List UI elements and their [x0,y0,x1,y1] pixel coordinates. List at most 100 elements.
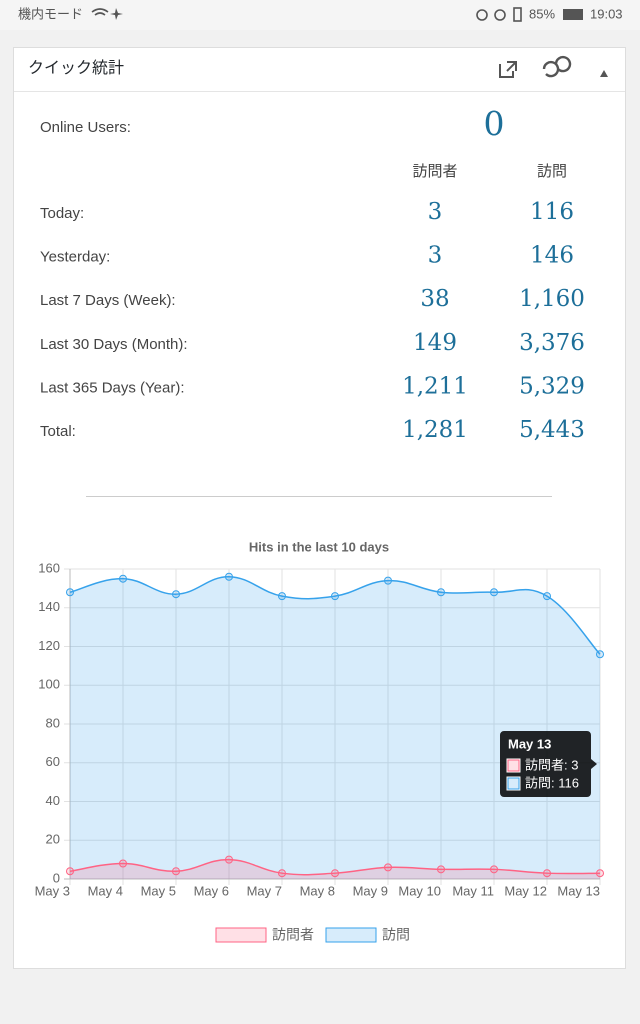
series-area [70,576,600,879]
x-tick-label: May 9 [353,883,388,898]
series-line [69,858,601,876]
row-label: Today: [40,205,84,222]
point [66,867,74,876]
point [66,588,74,597]
point [172,867,180,876]
y-tick-label: 80 [46,715,60,730]
legend-swatch [325,927,377,943]
point [119,859,127,868]
x-tick-label: May 3 [35,883,70,898]
point [331,592,339,601]
collapse-toggle[interactable] [600,70,608,77]
alarm-icon [494,9,506,21]
online-users-value: 0 [484,104,505,143]
visitors-value: 149 [413,330,457,356]
tooltip: May 13 訪問者: 3 訪問: 116 [500,731,597,797]
x-tick-label: May 12 [504,883,547,898]
x-tick-label: May 8 [300,883,335,898]
row-label: Last 7 Days (Week): [40,292,176,309]
y-tick-label: 160 [38,560,60,575]
point [225,855,233,864]
point [225,572,233,581]
point [490,865,498,874]
x-tick-label: May 13 [557,883,600,898]
tooltip-line: 訪問者: 3 [525,757,578,772]
row-label: Total: [40,423,76,440]
point [331,869,339,878]
refresh-button[interactable] [542,55,572,78]
y-tick-label: 0 [53,870,60,885]
point [596,650,604,659]
tooltip-line: 訪問: 116 [525,775,579,790]
y-tick-label: 120 [38,638,60,653]
series-line [69,575,601,655]
visitors-value: 3 [428,199,443,225]
visits-value: 1,160 [519,286,585,312]
point [543,869,551,878]
series-area [70,859,600,879]
visitors-value: 1,281 [402,417,468,443]
widget-title: クイック統計 [28,59,124,77]
point [119,574,127,583]
y-tick-label: 20 [46,832,60,847]
point [490,588,498,597]
eye-icon [476,9,488,21]
visits-value: 5,329 [519,373,585,399]
x-tick-label: May 5 [141,883,176,898]
vibrate-icon [513,7,522,22]
y-tick-label: 140 [38,599,60,614]
tooltip-title: May 13 [508,736,551,751]
point [437,588,445,597]
point [278,592,286,601]
y-tick-label: 60 [46,754,60,769]
chart: 0 20 40 60 80 100 120 140 160 May 3 May 4 May 5 May … [35,560,604,943]
visits-value: 3,376 [519,330,585,356]
y-tick-label: 40 [46,793,60,808]
legend-swatch [215,927,267,943]
time: 19:03 [590,6,623,21]
tooltip-swatch-color [507,777,520,790]
point [278,869,286,878]
tooltip-swatch-color [507,759,520,772]
x-tick-label: May 10 [398,883,441,898]
point [384,863,392,872]
visitors-value: 1,211 [402,373,468,399]
chart-title: Hits in the last 10 days [249,539,389,554]
point [384,576,392,585]
online-users-label: Online Users: [40,119,131,136]
tooltip-swatch [506,776,521,791]
status-bar [0,0,640,30]
legend-label: 訪問者 [272,927,314,943]
row-label: Last 365 Days (Year): [40,379,185,396]
widget [13,47,626,969]
x-tick-label: May 11 [452,883,494,898]
visits-value: 5,443 [519,417,585,443]
row-label: Yesterday: [40,249,110,266]
x-tick-label: May 6 [194,883,229,898]
wifi-icon [91,8,109,16]
point [596,869,604,878]
point [543,592,551,601]
column-header: 訪問者 [412,163,457,180]
x-tick-label: May 4 [88,883,123,898]
row-label: Last 30 Days (Month): [40,336,188,353]
visitors-value: 38 [420,286,449,312]
plane-icon [110,8,123,20]
column-header: 訪問 [537,163,567,180]
point [437,865,445,874]
visits-value: 116 [530,199,574,225]
y-tick-label: 100 [38,677,60,692]
stats-rows: Today: 3 116 Yesterday: 3 146 Last 7 Days (Wee… [40,199,585,443]
visitors-value: 3 [428,243,443,269]
battery-text: 85% [529,6,555,21]
legend-label: 訪問 [382,927,410,943]
visits-value: 146 [530,243,574,269]
open-external-icon [499,61,517,78]
point [172,590,180,599]
tooltip-swatch [506,758,521,773]
open-external-button[interactable] [497,59,517,79]
refresh-icon [542,55,572,78]
